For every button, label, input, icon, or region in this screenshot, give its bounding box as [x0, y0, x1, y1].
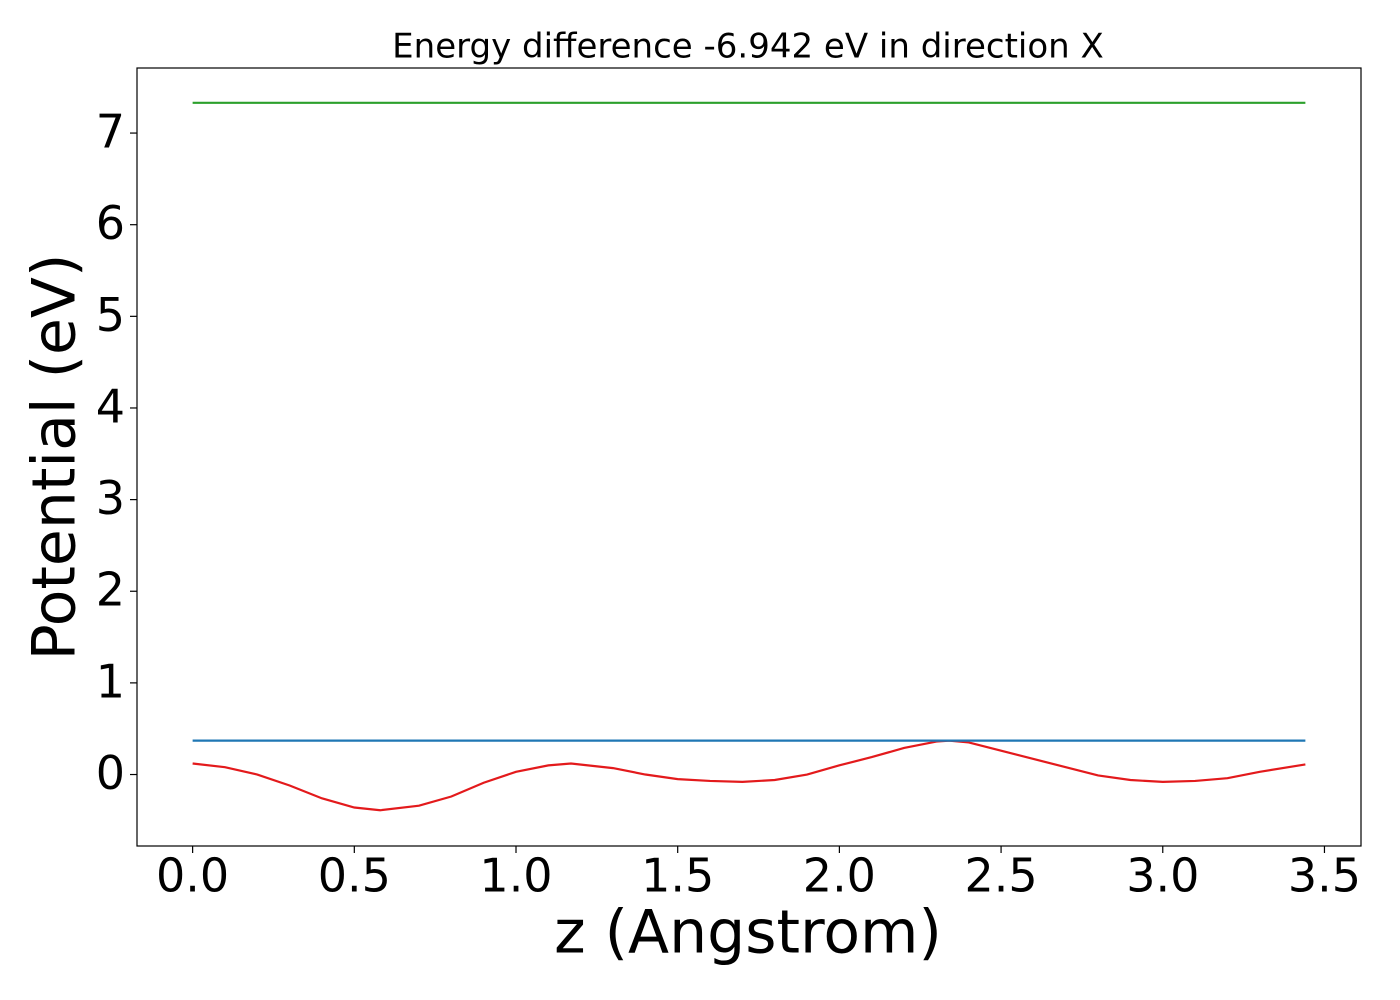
x-tick-label: 1.0	[479, 849, 552, 903]
y-tick-label: 1	[96, 654, 125, 708]
y-tick-label: 7	[96, 105, 125, 159]
y-axis-label: Potential (eV)	[20, 254, 90, 661]
x-tick-label: 2.5	[964, 849, 1037, 903]
x-tick-label: 3.5	[1288, 849, 1361, 903]
y-tick-label: 0	[96, 746, 125, 800]
y-tick-label: 4	[96, 379, 125, 433]
x-tick-label: 1.5	[641, 849, 714, 903]
x-tick-label: 0.0	[156, 849, 229, 903]
x-tick-label: 3.0	[1126, 849, 1199, 903]
data-line	[192, 739, 1306, 812]
y-tick-label: 2	[96, 563, 125, 617]
x-tick-label: 0.5	[318, 849, 391, 903]
chart-title: Energy difference -6.942 eV in direction…	[392, 27, 1104, 67]
x-tick-label: 2.0	[803, 849, 876, 903]
x-axis-label: z (Angstrom)	[554, 898, 942, 968]
plot-frame	[136, 67, 1362, 847]
y-tick-label: 6	[96, 196, 125, 250]
y-tick-label: 3	[96, 471, 125, 525]
y-tick-label: 5	[96, 288, 125, 342]
